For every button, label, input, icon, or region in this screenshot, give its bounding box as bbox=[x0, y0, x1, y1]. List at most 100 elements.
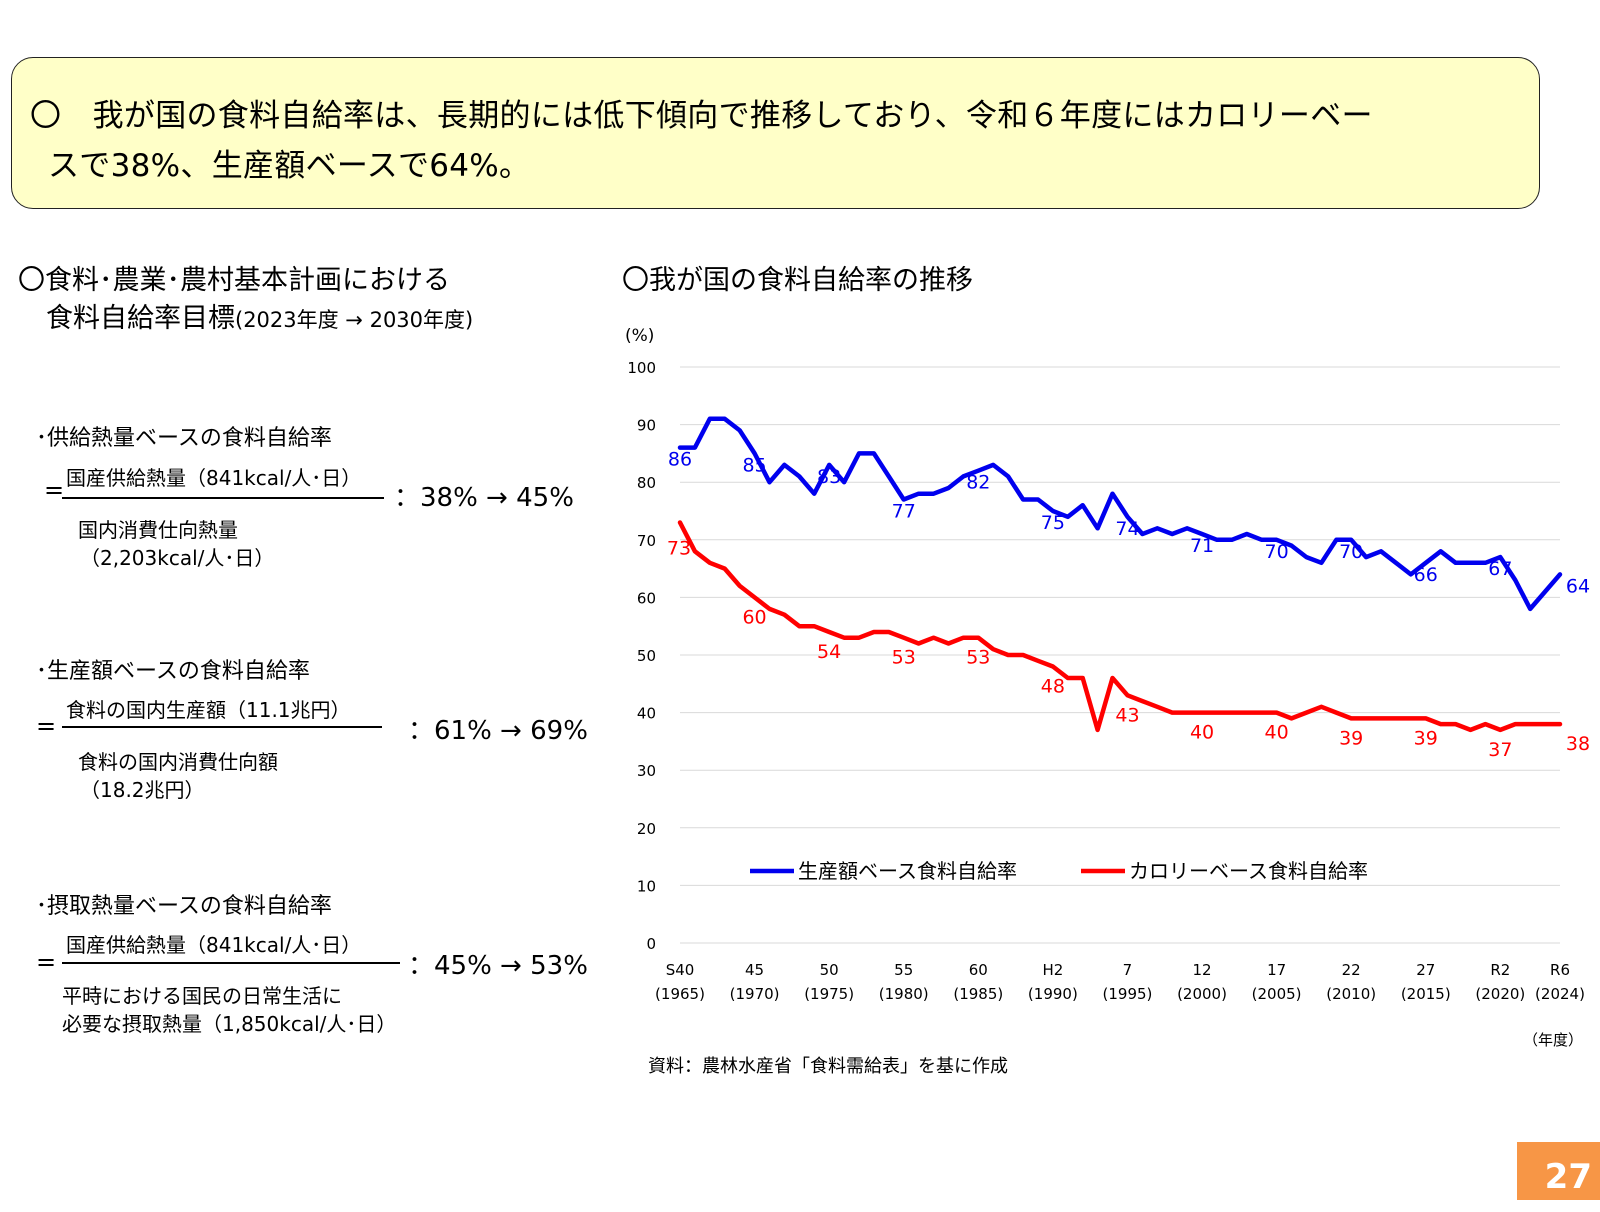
data-labels: 86 85 83 77 82 75 74 71 70 70 66 67 64 73 60 54 53 53 48 43… bbox=[667, 449, 1590, 761]
legend: 生産額ベース食料自給率 カロリーベース食料自給率 bbox=[750, 859, 1368, 883]
y-tick-label-60: 60 bbox=[637, 589, 656, 607]
formula-3-rate: ：45% → 53% bbox=[408, 951, 588, 981]
formula-1-title: ･供給熱量ベースの食料自給率 bbox=[36, 426, 332, 451]
series-1-data-label-1965: 73 bbox=[667, 538, 691, 560]
y-tick-label-90: 90 bbox=[637, 417, 656, 435]
series-0-data-label-2005: 70 bbox=[1265, 541, 1289, 563]
series-1-data-label-2020: 37 bbox=[1488, 739, 1512, 761]
x-axis-unit-label: （年度） bbox=[1523, 1031, 1583, 1049]
formula-3-fraction-bar bbox=[62, 962, 400, 964]
formula-1-rate: ：38% → 45% bbox=[394, 483, 574, 513]
targets-heading: 〇食料･農業･農村基本計画における bbox=[18, 265, 450, 296]
x-tick-sublabel-1995: (1995) bbox=[1103, 985, 1153, 1003]
formula-3-title: ･摂取熱量ベースの食料自給率 bbox=[36, 894, 332, 919]
y-tick-label-20: 20 bbox=[637, 820, 656, 838]
series-1-data-label-1985: 53 bbox=[966, 647, 990, 669]
formula-3-denominator-1: 平時における国民の日常生活に bbox=[62, 984, 342, 1008]
targets-subheading-text: 食料自給率目標 bbox=[46, 303, 235, 334]
series-0-data-label-1970: 85 bbox=[742, 454, 766, 476]
formula-2-title: ･生産額ベースの食料自給率 bbox=[36, 659, 310, 684]
series-0-data-label-1995: 74 bbox=[1115, 518, 1139, 540]
series-line-1 bbox=[677, 520, 1563, 733]
series-0-data-label-2010: 70 bbox=[1339, 541, 1363, 563]
series-1-data-label-2024: 38 bbox=[1566, 733, 1590, 755]
x-tick-label-2015: 27 bbox=[1416, 961, 1435, 979]
formula-3-denominator-2: 必要な摂取熱量（1,850kcal/人･日） bbox=[62, 1012, 397, 1036]
formula-2-denominator-2: （18.2兆円） bbox=[80, 778, 205, 802]
y-tick-label-40: 40 bbox=[637, 705, 656, 723]
axes: 0 10 20 30 40 50 60 70 80 90 100 (%) S40 (1965) 45 (197… bbox=[625, 326, 1585, 1049]
x-tick-sublabel-2010: (2010) bbox=[1326, 985, 1376, 1003]
targets-subheading: 食料自給率目標(2023年度 → 2030年度) bbox=[46, 296, 473, 335]
chart-title: 〇我が国の食料自給率の推移 bbox=[622, 265, 973, 296]
targets-period: (2023年度 → 2030年度) bbox=[235, 308, 474, 332]
formula-1-denominator-2: （2,203kcal/人･日） bbox=[80, 546, 275, 570]
source-note: 資料：農林水産省「食料需給表」を基に作成 bbox=[648, 1056, 1008, 1077]
formula-1-fraction-bar bbox=[62, 497, 384, 499]
series-1-data-label-1980: 53 bbox=[892, 647, 916, 669]
series-1-data-label-2000: 40 bbox=[1190, 722, 1214, 744]
summary-line-2: スで38%、生産額ベースで64%。 bbox=[48, 148, 531, 184]
series-lines bbox=[677, 416, 1563, 733]
series-1-data-label-2015: 39 bbox=[1414, 727, 1438, 749]
x-tick-label-1965: S40 bbox=[666, 961, 695, 979]
formula-3-numerator: 国産供給熱量（841kcal/人･日） bbox=[66, 933, 362, 957]
x-tick-label-1980: 55 bbox=[894, 961, 913, 979]
formula-1-denominator-1: 国内消費仕向熱量 bbox=[78, 518, 238, 542]
series-0-data-label-1985: 82 bbox=[966, 472, 990, 494]
series-0-data-label-1965: 86 bbox=[668, 449, 692, 471]
series-1-data-label-1975: 54 bbox=[817, 641, 841, 663]
legend-label-0: 生産額ベース食料自給率 bbox=[798, 859, 1017, 883]
x-tick-label-1990: H2 bbox=[1042, 961, 1063, 979]
y-tick-label-70: 70 bbox=[637, 532, 656, 550]
x-tick-sublabel-1970: (1970) bbox=[730, 985, 780, 1003]
page-number: 27 bbox=[1517, 1142, 1600, 1200]
x-tick-sublabel-2005: (2005) bbox=[1252, 985, 1302, 1003]
series-0-data-label-2015: 66 bbox=[1414, 564, 1438, 586]
formula-2-rate: ：61% → 69% bbox=[408, 716, 588, 746]
x-tick-sublabel-2020: (2020) bbox=[1475, 985, 1525, 1003]
x-tick-label-2005: 17 bbox=[1267, 961, 1286, 979]
grid-lines bbox=[680, 366, 1560, 944]
series-0-data-label-2020: 67 bbox=[1488, 558, 1512, 580]
formula-2-numerator: 食料の国内生産額（11.1兆円） bbox=[66, 698, 351, 722]
series-0-data-label-2000: 71 bbox=[1190, 535, 1214, 557]
x-tick-label-1975: 50 bbox=[820, 961, 839, 979]
x-tick-label-1995: 7 bbox=[1123, 961, 1133, 979]
series-line-0 bbox=[677, 416, 1563, 612]
x-tick-sublabel-1980: (1980) bbox=[879, 985, 929, 1003]
series-0-data-label-1990: 75 bbox=[1041, 512, 1065, 534]
x-tick-sublabel-2015: (2015) bbox=[1401, 985, 1451, 1003]
series-1-data-label-1990: 48 bbox=[1041, 676, 1065, 698]
x-tick-sublabel-1975: (1975) bbox=[804, 985, 854, 1003]
x-tick-label-1970: 45 bbox=[745, 961, 764, 979]
formula-2-fraction-bar bbox=[62, 726, 382, 728]
y-tick-label-80: 80 bbox=[637, 474, 656, 492]
x-tick-sublabel-1990: (1990) bbox=[1028, 985, 1078, 1003]
y-tick-label-100: 100 bbox=[627, 359, 656, 377]
summary-box: 〇 我が国の食料自給率は、長期的には低下傾向で推移しており、令和６年度にはカロリ… bbox=[11, 57, 1540, 209]
x-tick-sublabel-2024: (2024) bbox=[1535, 985, 1585, 1003]
x-tick-sublabel-1985: (1985) bbox=[953, 985, 1003, 1003]
series-1-data-label-2005: 40 bbox=[1265, 722, 1289, 744]
summary-line-1: 〇 我が国の食料自給率は、長期的には低下傾向で推移しており、令和６年度にはカロリ… bbox=[30, 98, 1373, 134]
formula-2-denominator-1: 食料の国内消費仕向額 bbox=[78, 750, 278, 774]
formula-1-equals: = bbox=[44, 476, 65, 504]
series-1-data-label-1970: 60 bbox=[742, 606, 766, 628]
series-0-data-label-1975: 83 bbox=[817, 466, 841, 488]
y-tick-label-30: 30 bbox=[637, 762, 656, 780]
series-1-data-label-2010: 39 bbox=[1339, 727, 1363, 749]
legend-label-1: カロリーベース食料自給率 bbox=[1129, 859, 1368, 883]
x-tick-label-2010: 22 bbox=[1342, 961, 1361, 979]
x-tick-label-2000: 12 bbox=[1192, 961, 1211, 979]
y-tick-label-10: 10 bbox=[637, 877, 656, 895]
x-tick-label-2024: R6 bbox=[1550, 961, 1570, 979]
x-tick-sublabel-2000: (2000) bbox=[1177, 985, 1227, 1003]
y-tick-label-0: 0 bbox=[646, 935, 656, 953]
series-0-data-label-2024: 64 bbox=[1566, 575, 1590, 597]
series-1-data-label-1995: 43 bbox=[1115, 704, 1139, 726]
y-axis-unit-label: (%) bbox=[625, 326, 654, 346]
y-tick-label-50: 50 bbox=[637, 647, 656, 665]
formula-3-equals: = bbox=[36, 948, 57, 976]
x-tick-sublabel-1965: (1965) bbox=[655, 985, 705, 1003]
